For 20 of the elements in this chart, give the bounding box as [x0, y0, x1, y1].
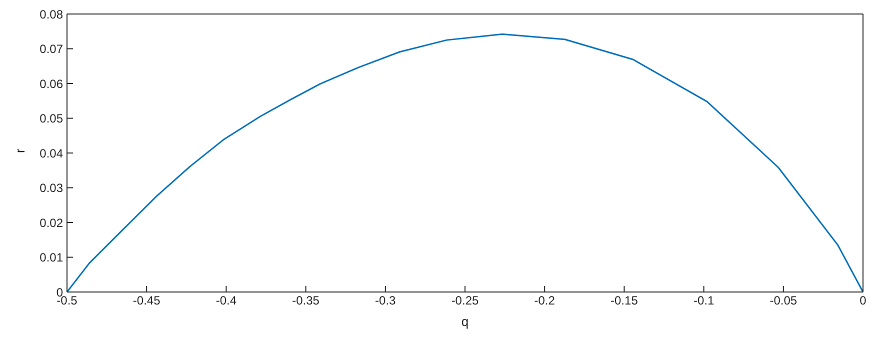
y-tick-label: 0.02 — [40, 216, 64, 230]
x-tick-label: -0.1 — [693, 294, 714, 308]
y-tick-label: 0.04 — [40, 146, 64, 160]
y-tick-label: 0.06 — [40, 76, 64, 91]
x-tick-label: -0.3 — [375, 294, 396, 308]
x-tick-label: -0.45 — [132, 294, 161, 308]
x-axis-title: q — [461, 314, 469, 329]
x-tick-label: -0.2 — [534, 294, 556, 308]
x-tick-label: -0.25 — [451, 294, 479, 308]
x-tick-label: -0.35 — [292, 294, 320, 308]
y-tick-label: 0.07 — [40, 42, 64, 56]
y-tick-label: 0.05 — [40, 112, 64, 126]
y-tick-label: 0.08 — [40, 7, 64, 22]
x-tick-label: -0.05 — [770, 294, 798, 308]
y-tick-label: 0.03 — [40, 181, 64, 196]
x-tick-label: 0 — [860, 294, 867, 308]
x-tick-label: -0.15 — [610, 294, 638, 308]
y-tick-label: 0.01 — [40, 250, 64, 265]
y-axis-title: r — [12, 148, 28, 153]
x-tick-label: -0.4 — [216, 294, 237, 308]
